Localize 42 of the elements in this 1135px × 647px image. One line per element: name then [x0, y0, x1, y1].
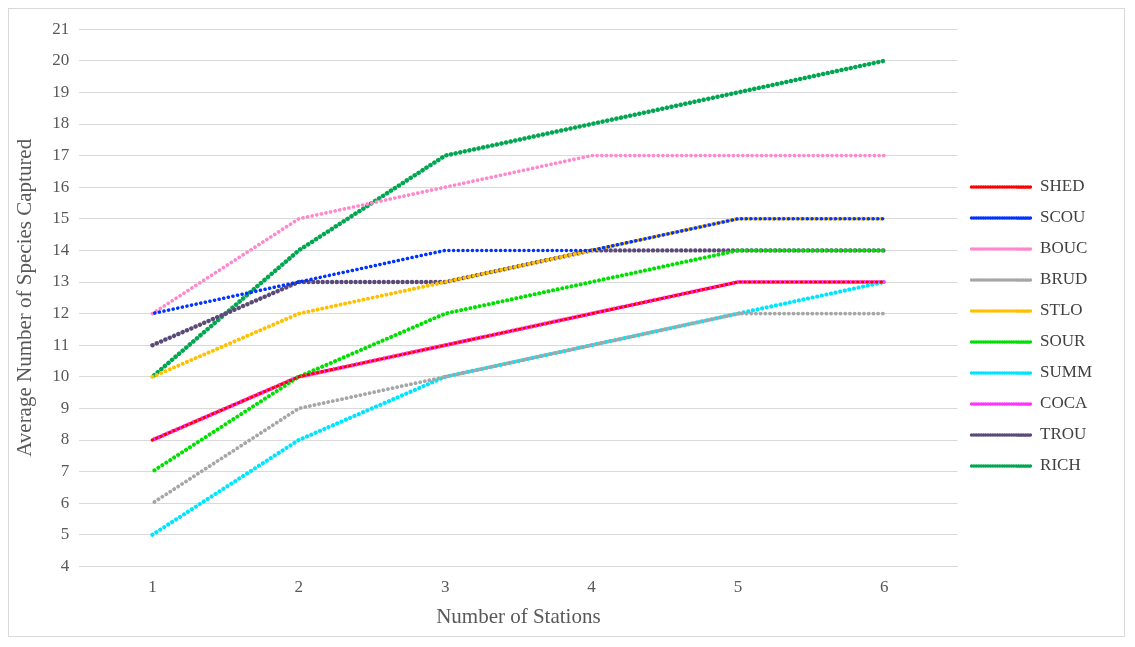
line-series [150, 311, 887, 506]
y-tick-label: 8 [60, 429, 70, 449]
y-tick-label: 18 [52, 113, 70, 133]
y-tick-label: 13 [52, 271, 70, 291]
x-tick-label: 4 [587, 577, 597, 597]
x-tick-label: 3 [440, 577, 450, 597]
y-tick-label: 7 [60, 461, 70, 481]
y-tick-label: 9 [60, 397, 70, 417]
legend-label: SCOU [1040, 207, 1086, 227]
y-tick-label: 11 [52, 334, 70, 354]
y-tick-label: 17 [52, 145, 70, 165]
x-tick-label: 6 [880, 577, 889, 597]
line-series [150, 58, 887, 380]
y-tick-label: 6 [60, 492, 70, 512]
legend-label: STLO [1040, 300, 1083, 320]
y-tick-label: 21 [52, 18, 70, 38]
x-tick-label: 5 [733, 577, 743, 597]
legend-label: BOUC [1040, 238, 1088, 258]
legend-label: TROU [1040, 424, 1087, 444]
y-tick-label: 19 [52, 81, 70, 101]
line-series [150, 279, 887, 537]
x-axis-title: Number of Stations [436, 603, 601, 628]
line-series [150, 153, 887, 316]
y-tick-label: 15 [52, 208, 70, 228]
y-tick-label: 14 [52, 239, 70, 259]
y-tick-label: 20 [52, 50, 70, 70]
y-tick-label: 5 [60, 524, 70, 544]
y-tick-label: 4 [60, 555, 70, 575]
legend-label: SUMM [1040, 362, 1093, 382]
legend-label: SOUR [1040, 331, 1087, 351]
y-tick-label: 10 [52, 366, 70, 386]
line-series [150, 248, 887, 474]
legend-label: BRUD [1040, 269, 1088, 289]
x-tick-label: 1 [148, 577, 157, 597]
legend-label: RICH [1040, 455, 1081, 475]
y-tick-label: 16 [52, 176, 70, 196]
legend-label: COCA [1040, 393, 1088, 413]
legend-label: SHED [1040, 176, 1085, 196]
x-tick-label: 2 [294, 577, 304, 597]
y-tick-label: 12 [52, 303, 70, 323]
line-series [150, 217, 887, 316]
y-axis-title: Average Number of Species Captured [12, 138, 37, 457]
